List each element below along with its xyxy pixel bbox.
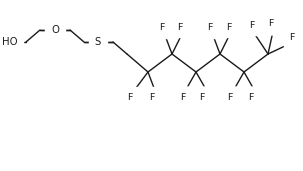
Text: F: F [249,21,255,30]
Text: F: F [159,23,165,32]
Text: O: O [51,25,59,35]
Text: F: F [227,93,233,102]
Text: F: F [199,93,205,102]
Text: F: F [127,93,133,102]
Text: S: S [95,37,101,47]
Text: F: F [177,23,183,31]
Text: F: F [248,93,254,102]
Text: F: F [207,23,213,32]
Text: F: F [226,23,232,31]
Text: F: F [180,93,186,102]
Text: HO: HO [2,37,18,47]
Text: F: F [149,93,155,102]
Text: F: F [268,19,274,29]
Text: F: F [289,34,295,43]
